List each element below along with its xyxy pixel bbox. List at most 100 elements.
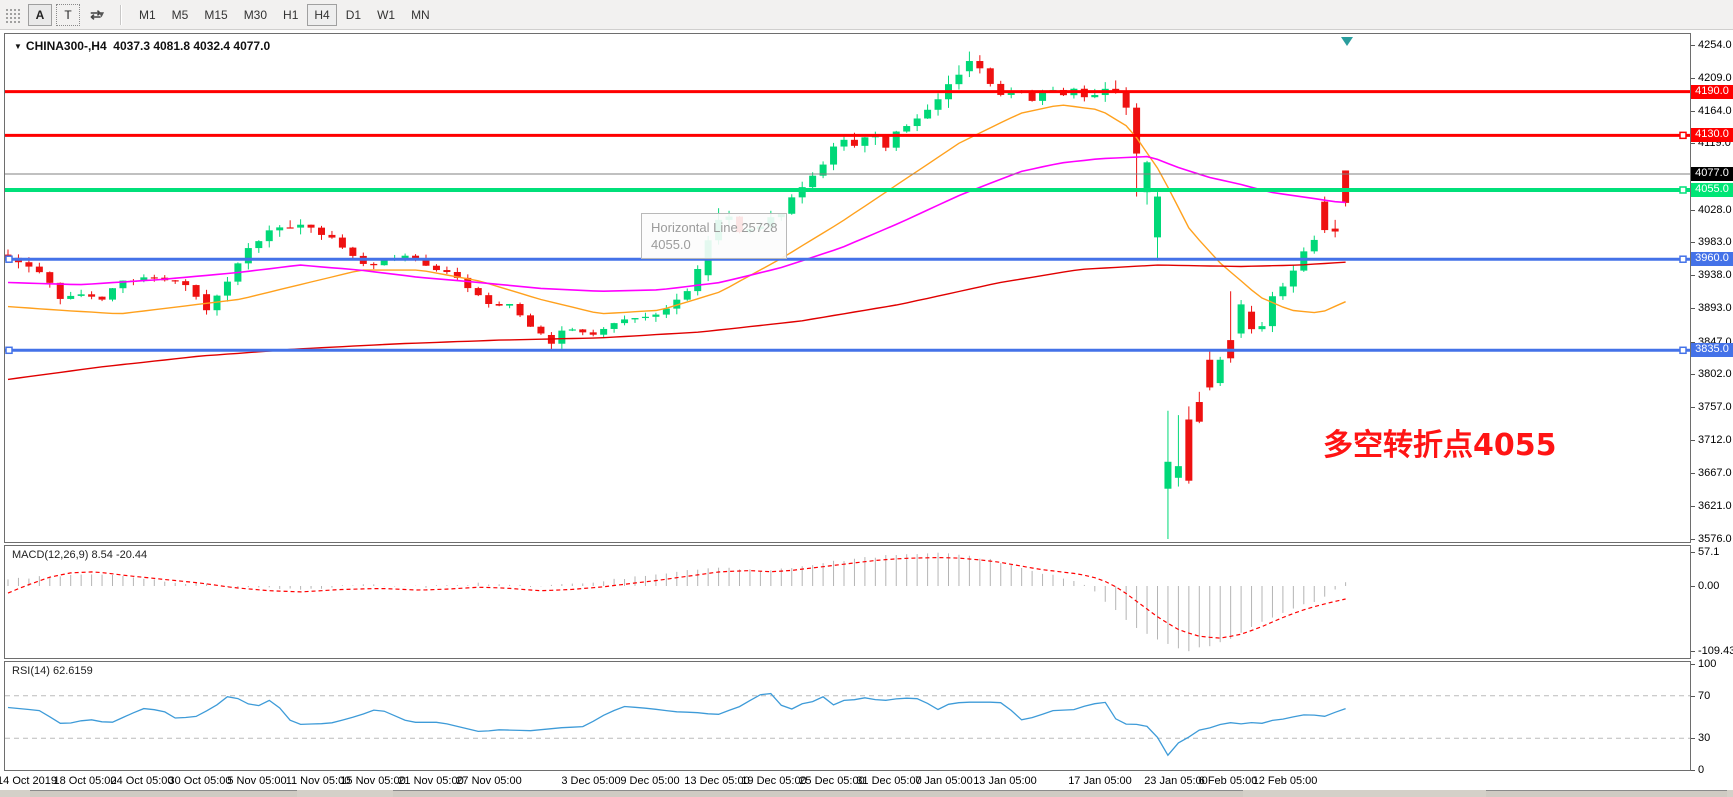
candlestick (182, 281, 190, 286)
timeframe-button-M30[interactable]: M30 (237, 4, 274, 26)
cycle-arrows-icon[interactable]: ⇄ ▾ (84, 3, 110, 27)
price-tick: 3712.0 (1698, 433, 1732, 446)
candlestick (1321, 201, 1329, 231)
ma-orange (7, 104, 1346, 315)
text-annotation[interactable]: 多空转折点4055 (1323, 428, 1557, 463)
candlestick (223, 281, 231, 296)
line-anchor[interactable] (1679, 346, 1687, 355)
macd-panel[interactable]: MACD(12,26,9) 8.54 -20.44 (4, 545, 1691, 659)
candlestick (641, 316, 649, 319)
candlestick (621, 319, 629, 324)
candlestick (809, 175, 817, 188)
candlestick (694, 268, 702, 292)
axis-tick-mark (1691, 439, 1695, 441)
candlestick (537, 326, 545, 334)
candlestick (35, 266, 43, 273)
footer-segment (30, 790, 297, 797)
candlestick (819, 164, 827, 176)
text-label-t-button[interactable]: T (56, 3, 80, 26)
macd-label: MACD(12,26,9) 8.54 -20.44 (12, 549, 147, 561)
timeframe-button-M5[interactable]: M5 (165, 4, 196, 26)
timeframe-button-D1[interactable]: D1 (339, 4, 368, 26)
price-tick: 4254.0 (1698, 39, 1732, 51)
timeframe-button-W1[interactable]: W1 (370, 4, 402, 26)
axis-tick-mark (1691, 586, 1695, 587)
candlestick (652, 314, 660, 317)
time-axis[interactable]: 14 Oct 2019 18 Oct 05:00 24 Oct 05:00 30 Oc… (0, 772, 1691, 790)
candlestick (485, 295, 493, 304)
line-anchor[interactable] (5, 346, 13, 355)
axis-tick-mark (1691, 45, 1695, 46)
line-anchor[interactable] (5, 255, 13, 263)
candlestick (67, 295, 75, 299)
candlestick (464, 277, 472, 289)
timeframe-button-H1[interactable]: H1 (276, 4, 305, 26)
rsi-value: 62.6159 (52, 665, 93, 677)
timeframe-button-M1[interactable]: M1 (132, 4, 163, 26)
price-tick: 3983.0 (1698, 236, 1732, 249)
price-tick: 3847.0 (1698, 335, 1732, 348)
axis-tick-mark (1691, 407, 1695, 409)
candlestick (1331, 228, 1339, 232)
candlestick (1039, 91, 1047, 101)
candlestick (432, 265, 440, 271)
candlestick (589, 332, 597, 335)
price-tick: 4209.0 (1698, 71, 1732, 84)
price-tag-4190: 4190.0 (1691, 84, 1733, 99)
candlestick (25, 262, 33, 267)
candlestick (1268, 296, 1276, 327)
chart-symbol: CHINA300-,H4 (25, 39, 107, 53)
symbol-dropdown-icon[interactable]: ▼ (14, 42, 22, 51)
candlestick (1164, 461, 1172, 489)
candlestick (1195, 402, 1203, 422)
candlestick (401, 255, 409, 260)
candlestick (109, 288, 116, 300)
axis-tick-mark (1691, 472, 1695, 474)
macd-canvas[interactable] (5, 546, 1690, 658)
rsi-canvas[interactable] (5, 662, 1690, 770)
candlestick (1279, 286, 1287, 297)
main-chart-canvas[interactable] (5, 34, 1690, 542)
time-label: 15 Nov 05:00 (340, 775, 406, 787)
axis-tick-mark (1691, 650, 1695, 652)
time-label: 3 Dec 05:00 (561, 775, 621, 787)
text-a-button[interactable]: A (28, 3, 52, 26)
candlestick (1122, 91, 1130, 108)
main-chart-panel[interactable]: ▼ CHINA300-,H4 4037.3 4081.8 4032.4 4077.… (4, 33, 1691, 543)
macd-name: MACD(12,26,9) (12, 549, 89, 561)
candlestick (1289, 270, 1297, 287)
price-tick: 3667.0 (1698, 466, 1732, 479)
toolbar-grip-icon[interactable] (4, 6, 20, 23)
axis-tick-mark (1691, 770, 1695, 771)
line-anchor[interactable] (1679, 131, 1687, 140)
timeframe-button-MN[interactable]: MN (404, 4, 437, 26)
candlestick (516, 304, 524, 316)
rsi-line (7, 692, 1346, 757)
candlestick (203, 294, 211, 311)
candlestick (140, 277, 148, 281)
timeframe-button-H4[interactable]: H4 (307, 3, 337, 26)
axis-tick-mark (1691, 341, 1695, 343)
scroll-end-marker-icon[interactable] (1341, 37, 1353, 46)
candlestick (955, 74, 963, 85)
rsi-panel[interactable]: RSI(14) 62.6159 (4, 661, 1691, 771)
price-tick: 3802.0 (1698, 368, 1732, 381)
candlestick (1206, 359, 1214, 388)
line-anchor[interactable] (1679, 186, 1687, 194)
candlestick (286, 227, 294, 229)
axis-tick-mark (1691, 539, 1695, 540)
candlestick (422, 258, 430, 266)
price-tick: 3757.0 (1698, 401, 1732, 414)
candlestick (882, 134, 890, 148)
timeframe-button-M15[interactable]: M15 (197, 4, 234, 26)
price-tag-4077: 4077.0 (1691, 166, 1733, 181)
time-label: 23 Jan 05:00 (1144, 775, 1208, 787)
time-label: 31 Dec 05:00 (856, 775, 922, 787)
candlestick (913, 118, 921, 127)
axis-tick-mark (1691, 77, 1695, 79)
price-tag-3960: 3960.0 (1691, 252, 1733, 267)
candlestick (171, 280, 179, 282)
line-anchor[interactable] (1679, 255, 1687, 263)
candlestick (683, 291, 691, 300)
price-axis[interactable]: 4254.04209.04164.04119.04073.04028.03983… (1691, 33, 1733, 776)
